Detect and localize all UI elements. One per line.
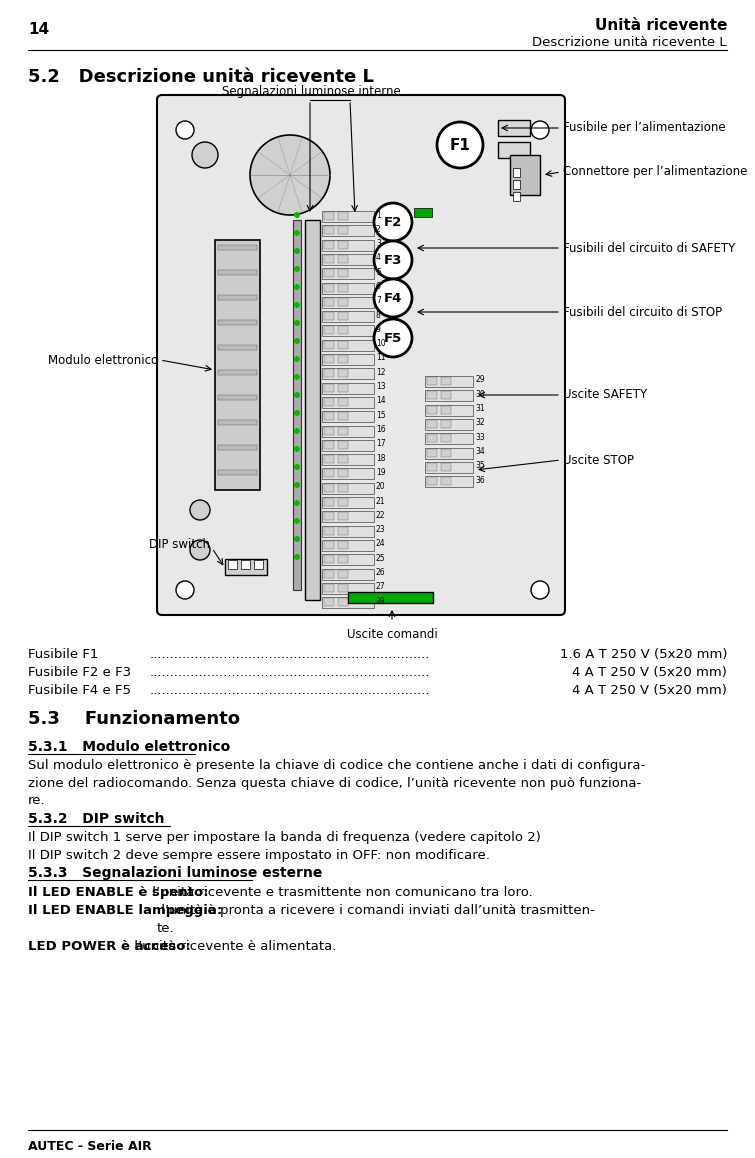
Text: Segnalazioni luminose interne: Segnalazioni luminose interne: [222, 85, 401, 98]
Circle shape: [176, 581, 194, 599]
Bar: [338, 241, 348, 249]
Text: l’unità ricevente e trasmittente non comunicano tra loro.: l’unità ricevente e trasmittente non com…: [148, 886, 533, 899]
Bar: [510, 155, 540, 195]
Bar: [322, 312, 374, 322]
Bar: [427, 463, 437, 471]
Bar: [338, 369, 348, 378]
Text: 5.3.3   Segnalazioni luminose esterne: 5.3.3 Segnalazioni luminose esterne: [28, 866, 322, 880]
Bar: [322, 339, 374, 351]
Bar: [218, 320, 257, 325]
Bar: [322, 211, 374, 222]
Text: 35: 35: [475, 461, 485, 470]
Bar: [513, 192, 520, 201]
Circle shape: [294, 374, 300, 380]
Text: ....................................................................: ........................................…: [150, 684, 430, 697]
Bar: [324, 484, 334, 492]
Bar: [513, 168, 520, 177]
Text: 17: 17: [376, 439, 386, 448]
Bar: [322, 283, 374, 293]
Text: 1: 1: [376, 211, 381, 220]
Text: 14: 14: [28, 22, 49, 37]
Text: 25: 25: [376, 554, 386, 563]
Bar: [322, 497, 374, 508]
Text: Unità ricevente: Unità ricevente: [595, 19, 727, 32]
Bar: [441, 448, 451, 456]
Bar: [324, 340, 334, 349]
Text: F3: F3: [384, 254, 402, 266]
Bar: [338, 541, 348, 549]
Bar: [338, 426, 348, 434]
Circle shape: [531, 581, 549, 599]
Bar: [324, 284, 334, 292]
Bar: [225, 559, 267, 576]
Bar: [338, 398, 348, 406]
Circle shape: [437, 122, 483, 168]
Text: l’unità ricevente è alimentata.: l’unità ricevente è alimentata.: [130, 940, 337, 953]
Circle shape: [374, 203, 412, 241]
Bar: [322, 254, 374, 265]
Bar: [338, 298, 348, 306]
Bar: [324, 570, 334, 578]
Text: 2: 2: [376, 225, 381, 234]
Bar: [322, 354, 374, 365]
Bar: [228, 560, 237, 569]
Bar: [322, 540, 374, 551]
Bar: [427, 378, 437, 384]
Bar: [324, 255, 334, 263]
Circle shape: [531, 120, 549, 139]
Bar: [324, 298, 334, 306]
Circle shape: [294, 230, 300, 236]
Bar: [338, 455, 348, 463]
Text: 4: 4: [376, 254, 381, 263]
Bar: [414, 208, 432, 217]
Circle shape: [294, 428, 300, 434]
Bar: [218, 470, 257, 475]
Bar: [425, 462, 473, 472]
Circle shape: [294, 266, 300, 272]
Circle shape: [190, 540, 210, 560]
Bar: [305, 220, 320, 600]
Text: ....................................................................: ........................................…: [150, 666, 430, 679]
Bar: [338, 255, 348, 263]
Bar: [324, 555, 334, 563]
Bar: [425, 404, 473, 416]
Bar: [338, 340, 348, 349]
Text: 9: 9: [376, 325, 381, 334]
Circle shape: [294, 500, 300, 506]
Bar: [427, 448, 437, 456]
Bar: [498, 120, 530, 135]
Bar: [254, 560, 263, 569]
Bar: [322, 397, 374, 408]
Circle shape: [294, 302, 300, 308]
Text: 26: 26: [376, 569, 386, 577]
Bar: [441, 434, 451, 442]
Text: Il DIP switch 1 serve per impostare la banda di frequenza (vedere capitolo 2)
Il: Il DIP switch 1 serve per impostare la b…: [28, 831, 541, 862]
Text: 18: 18: [376, 454, 386, 462]
Bar: [498, 142, 530, 157]
Bar: [513, 179, 520, 189]
Bar: [338, 284, 348, 292]
Text: F5: F5: [384, 331, 402, 344]
Bar: [338, 226, 348, 234]
Bar: [322, 598, 374, 608]
Circle shape: [294, 482, 300, 488]
Text: ....................................................................: ........................................…: [150, 648, 430, 661]
Text: 34: 34: [475, 447, 485, 456]
Bar: [322, 411, 374, 423]
Bar: [324, 226, 334, 234]
Circle shape: [294, 320, 300, 327]
Text: 8: 8: [376, 310, 381, 320]
Text: 4 A T 250 V (5x20 mm): 4 A T 250 V (5x20 mm): [572, 666, 727, 679]
Text: 12: 12: [376, 368, 386, 376]
Circle shape: [294, 212, 300, 218]
Bar: [324, 383, 334, 391]
Bar: [324, 455, 334, 463]
Circle shape: [250, 135, 330, 215]
Bar: [338, 469, 348, 477]
Bar: [324, 398, 334, 406]
Circle shape: [294, 248, 300, 254]
Bar: [324, 241, 334, 249]
FancyBboxPatch shape: [157, 95, 565, 615]
Bar: [322, 483, 374, 493]
Text: Sul modulo elettronico è presente la chiave di codice che contiene anche i dati : Sul modulo elettronico è presente la chi…: [28, 758, 646, 807]
